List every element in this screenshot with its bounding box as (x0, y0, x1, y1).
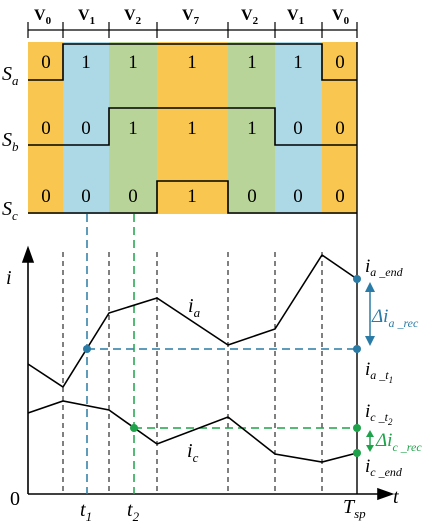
state-digits: 0 1 1 1 1 1 0 0 0 1 1 1 0 0 0 0 0 1 0 0 … (41, 52, 345, 207)
sa-state-5: 1 (247, 52, 257, 73)
sb-state-1: 0 (41, 118, 51, 139)
sc-state-3: 0 (128, 186, 138, 207)
sc-state-4: 1 (187, 186, 197, 207)
column-v0-right (322, 42, 357, 214)
switching-waveforms (28, 43, 357, 214)
column-v1-left (63, 42, 109, 214)
annotation-delta-ia: Δia _rec (371, 306, 419, 330)
plot-axes (21, 245, 395, 501)
annotation-ic-t2: ic _t2 (365, 401, 393, 427)
sc-state-7: 0 (335, 186, 345, 207)
column-v2-left (109, 42, 157, 214)
vector-header: V0 V1 V2 V7 V2 V1 V0 (34, 7, 350, 27)
vector-label-v0-left: V0 (34, 7, 52, 27)
x-axis-label: t (393, 486, 399, 508)
label-sb: Sb (2, 129, 19, 154)
y-axis-arrow-icon (21, 245, 35, 263)
marker-ic-t2 (130, 424, 138, 432)
vector-label-v2-left: V2 (124, 7, 142, 27)
waveform-sc (28, 180, 357, 214)
vector-label-v2-right: V2 (241, 7, 259, 27)
origin-label: 0 (10, 488, 20, 510)
x-axis-arrow-icon (377, 487, 395, 501)
delta-ia-arrow-down-icon (365, 336, 375, 346)
sa-state-2: 1 (81, 52, 91, 73)
t2-label: t2 (127, 499, 140, 524)
marker-ia-t1-end (353, 345, 361, 353)
marker-ia-end (353, 275, 361, 283)
sc-state-2: 0 (81, 186, 91, 207)
column-v2-right (228, 42, 275, 214)
column-v1-right (275, 42, 322, 214)
sb-state-5: 1 (247, 118, 257, 139)
sa-state-6: 1 (293, 52, 303, 73)
projection-lines (86, 214, 357, 494)
vector-label-v7: V7 (182, 7, 200, 27)
current-curves (27, 253, 358, 463)
marker-ic-t2-end (353, 424, 361, 432)
sb-state-6: 0 (293, 118, 303, 139)
sc-state-1: 0 (41, 186, 51, 207)
label-sa: Sa (2, 63, 19, 88)
sb-state-7: 0 (335, 118, 345, 139)
delta-ia-arrow-up-icon (365, 282, 375, 292)
annotation-ic-end: ic _end (365, 456, 403, 479)
sa-state-4: 1 (187, 52, 197, 73)
label-ic: ic (187, 440, 199, 465)
marker-ic-end (353, 449, 361, 457)
label-sc: Sc (2, 198, 18, 223)
vector-label-v0-right: V0 (332, 7, 350, 27)
sa-state-3: 1 (128, 52, 138, 73)
y-axis-label: i (6, 267, 12, 289)
delta-arrows (365, 282, 375, 452)
marker-ia-t1 (83, 345, 91, 353)
curve-labels: ia ic (187, 295, 201, 465)
sb-state-4: 1 (187, 118, 197, 139)
markers (83, 275, 361, 457)
curve-ia (27, 253, 358, 389)
annotation-delta-ic: Δic _rec (375, 430, 422, 454)
delta-ic-arrow-down-icon (366, 445, 374, 452)
label-ia: ia (188, 295, 201, 320)
tsp-label: Tsp (343, 496, 366, 521)
right-annotations: ia _end Δia _rec ia _t1 ic _t2 Δic _rec … (365, 256, 422, 479)
column-v0-left (28, 42, 63, 214)
switch-labels: Sa Sb Sc (2, 63, 19, 223)
sb-state-3: 1 (128, 118, 138, 139)
curve-ic (27, 400, 358, 463)
waveform-sb (28, 107, 357, 146)
axis-labels: i 0 t t1 t2 Tsp (6, 267, 399, 524)
header-arrows (27, 22, 358, 38)
annotation-ia-t1: ia _t1 (365, 359, 393, 385)
sa-state-1: 0 (41, 52, 51, 73)
waveform-sa (28, 43, 357, 81)
sa-state-7: 0 (335, 52, 345, 73)
sb-state-2: 0 (81, 118, 91, 139)
state-columns (28, 42, 357, 214)
column-v7 (157, 42, 228, 214)
annotation-ia-end: ia _end (365, 256, 404, 279)
sc-state-5: 0 (247, 186, 257, 207)
t1-label: t1 (80, 499, 92, 524)
vector-label-v1-left: V1 (78, 7, 95, 27)
vector-label-v1-right: V1 (287, 7, 304, 27)
delta-ic-arrow-up-icon (366, 430, 374, 437)
sc-state-6: 0 (293, 186, 303, 207)
